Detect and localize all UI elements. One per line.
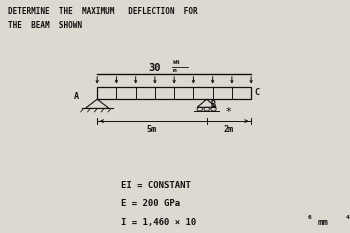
Text: THE  BEAM  SHOWN: THE BEAM SHOWN — [8, 21, 82, 30]
Text: 5m: 5m — [147, 125, 157, 134]
Text: 30: 30 — [148, 63, 160, 73]
Text: DETERMINE  THE  MAXIMUM   DEFLECTION  FOR: DETERMINE THE MAXIMUM DEFLECTION FOR — [8, 7, 198, 16]
Text: EI = CONSTANT: EI = CONSTANT — [121, 181, 191, 190]
Text: 4: 4 — [345, 216, 349, 220]
Text: A: A — [74, 93, 78, 101]
Bar — [97, 87, 251, 99]
Text: 6: 6 — [308, 216, 312, 220]
Text: 2m: 2m — [224, 125, 234, 134]
Text: *: * — [226, 107, 232, 117]
Text: mm: mm — [318, 218, 329, 227]
Text: E = 200 GPa: E = 200 GPa — [121, 199, 180, 208]
Text: I = 1,460 × 10: I = 1,460 × 10 — [121, 218, 196, 227]
Text: kN: kN — [173, 60, 180, 65]
Text: m: m — [173, 68, 176, 73]
Text: C: C — [254, 88, 260, 97]
Text: B: B — [210, 100, 215, 109]
